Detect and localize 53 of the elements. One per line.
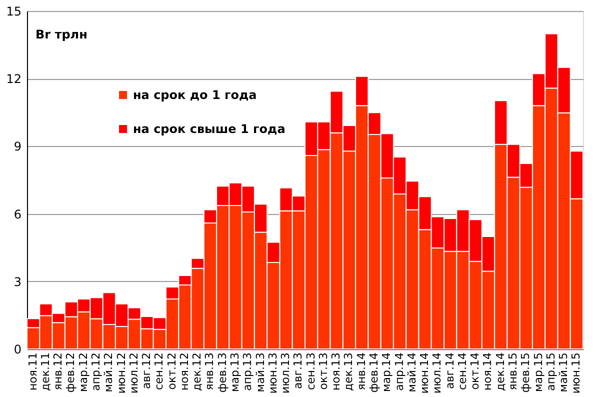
legend-label: на срок свыше 1 года [133,122,286,136]
y-axis-title: Br трлн [36,28,88,42]
x-tick-label: июл.13 [279,352,292,394]
x-tick-label: июн.13 [266,352,280,394]
x-tick-label: янв.13 [203,352,216,390]
x-tick-label: июн.15 [570,352,583,394]
x-tick-label: апр.13 [241,352,254,391]
x-tick-label: янв.14 [354,352,368,390]
x-tick-label: апр.15 [544,352,558,391]
x-tick-label: май.14 [405,352,418,392]
x-tick-label: сен.12 [152,352,166,390]
x-tick-label: фев.13 [216,352,229,393]
x-tick-label: ноя.12 [178,352,191,391]
x-tick-label: окт.14 [468,352,482,390]
x-tick-label: апр.12 [90,352,102,391]
x-tick-label: дек.11 [38,352,52,392]
x-tick-label: янв.12 [52,352,65,390]
y-tick-label: 12 [6,72,22,86]
x-tick-label: янв.15 [506,352,520,390]
x-tick-label: авг.12 [140,352,154,389]
x-tick-label: мар.14 [380,352,394,392]
x-tick-label: дек.12 [190,352,204,392]
x-tick-label: фев.12 [64,352,78,393]
x-tick-label: май.13 [254,352,267,392]
y-tick-label: 0 [14,342,22,356]
x-tick-label: фев.15 [519,352,532,393]
x-tick-label: ноя.11 [26,352,40,391]
legend-label: на срок до 1 года [133,88,257,102]
x-tick-label: дек.13 [342,352,356,392]
x-tick-label: мар.12 [76,352,90,392]
x-tick-label: мар.13 [228,352,242,392]
x-tick-label: июн.14 [418,352,432,394]
x-tick-label: дек.14 [494,352,507,392]
x-tick-label: июл.12 [127,352,140,394]
x-tick-label: мар.15 [532,352,545,392]
y-tick-label: 6 [14,207,22,222]
y-tick-label: 15 [6,4,22,18]
x-tick-label: фев.14 [368,352,380,393]
x-tick-label: авг.13 [292,352,305,389]
x-tick-label: ноя.13 [330,352,343,391]
x-tick-label: май.15 [557,352,570,392]
y-tick-label: 3 [14,274,22,289]
x-tick-label: сен.14 [456,352,469,390]
x-tick-label: июн.12 [114,352,128,394]
x-tick-label: окт.13 [316,352,330,390]
x-tick-label: окт.12 [165,352,178,390]
x-tick-label: июл.14 [430,352,444,394]
x-tick-label: авг.14 [443,352,456,389]
x-tick-label: ноя.14 [481,352,494,391]
x-tick-label: сен.13 [304,352,318,390]
x-tick-label: май.12 [102,352,116,392]
y-tick-label: 9 [14,140,22,154]
x-tick-label: апр.14 [392,352,406,391]
